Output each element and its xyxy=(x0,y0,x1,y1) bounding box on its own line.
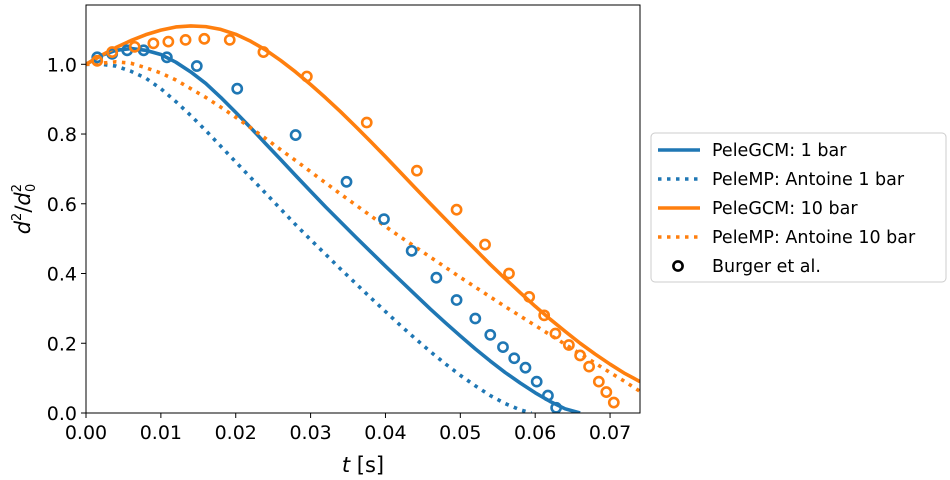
data-point xyxy=(450,294,463,306)
axes-frame xyxy=(85,4,641,414)
series-line-pelegcm-1-bar xyxy=(86,46,581,413)
data-point xyxy=(523,290,536,303)
legend-item-pelemp-antoine-1-bar: PeleMP: Antoine 1 bar xyxy=(658,170,905,190)
y-tick-label: 0.4 xyxy=(47,264,77,286)
x-axis-label-italic: t xyxy=(342,453,351,477)
series-burger-et-al-4 xyxy=(91,44,563,413)
x-axis-label: t [s] xyxy=(342,453,384,477)
y-label-sub2: 0 xyxy=(24,184,39,192)
data-point xyxy=(257,46,270,58)
legend-item-pelegcm-10-bar: PeleGCM: 10 bar xyxy=(658,199,858,219)
x-tick-label: 0.00 xyxy=(65,422,107,444)
data-point xyxy=(340,175,353,188)
series-burger-et-al-5 xyxy=(91,32,620,409)
data-point xyxy=(231,82,244,95)
data-point xyxy=(411,164,423,177)
data-point xyxy=(128,40,141,53)
data-point xyxy=(484,328,497,341)
data-point xyxy=(562,339,575,351)
x-axis: 0.00 0.01 0.02 0.03 0.04 0.05 0.06 0.07 xyxy=(65,413,631,444)
data-point xyxy=(550,401,563,413)
data-point xyxy=(607,396,620,409)
y-tick-label: 0.0 xyxy=(47,403,77,425)
data-point xyxy=(223,33,236,46)
y-tick-label: 1.0 xyxy=(47,54,77,76)
x-tick-label: 0.04 xyxy=(364,422,406,444)
data-point xyxy=(583,360,595,373)
data-point xyxy=(530,375,543,388)
data-point xyxy=(574,349,587,362)
data-point xyxy=(378,213,390,226)
data-point xyxy=(497,341,509,353)
legend-item-pelemp-antoine-10-bar: PeleMP: Antoine 10 bar xyxy=(658,228,916,248)
y-tick-label: 0.6 xyxy=(47,194,77,216)
data-point xyxy=(542,389,554,402)
data-point xyxy=(592,375,605,388)
data-point xyxy=(479,238,491,251)
data-point xyxy=(147,37,160,50)
legend-item-burger-et-al: Burger et al. xyxy=(672,257,821,277)
legend-swatch xyxy=(672,260,684,272)
legend-label: PeleMP: Antoine 10 bar xyxy=(712,228,916,248)
x-tick-label: 0.06 xyxy=(514,422,556,444)
series-layer xyxy=(86,24,640,413)
data-point xyxy=(289,129,302,141)
data-point xyxy=(469,312,482,325)
x-tick-label: 0.05 xyxy=(439,422,481,444)
legend-label: PeleGCM: 1 bar xyxy=(712,141,847,161)
y-tick-label: 0.2 xyxy=(47,333,77,355)
data-point xyxy=(503,267,515,280)
y-axis: 0.0 0.2 0.4 0.6 0.8 1.0 xyxy=(47,54,86,425)
x-axis-label-rest: [s] xyxy=(350,453,384,477)
legend-item-pelegcm-1-bar: PeleGCM: 1 bar xyxy=(658,141,847,161)
x-tick-label: 0.02 xyxy=(215,422,257,444)
data-point xyxy=(106,46,119,58)
data-point xyxy=(91,54,104,67)
data-point xyxy=(508,352,521,365)
data-point xyxy=(519,361,532,374)
legend-label: PeleMP: Antoine 1 bar xyxy=(712,170,905,190)
y-label-base2: d xyxy=(11,192,35,206)
data-point xyxy=(179,33,192,46)
legend-label: Burger et al. xyxy=(712,257,821,277)
data-point xyxy=(198,32,211,45)
x-tick-label: 0.07 xyxy=(589,422,631,444)
data-point xyxy=(430,271,443,284)
x-tick-label: 0.03 xyxy=(289,422,331,444)
y-label-sup2: 2 xyxy=(10,184,25,192)
legend-label: PeleGCM: 10 bar xyxy=(712,199,858,219)
data-point xyxy=(162,35,175,48)
data-point xyxy=(538,309,551,322)
data-point xyxy=(450,203,463,216)
series-line-pelemp-antoine-1-bar xyxy=(86,62,532,413)
series-line-pelemp-antoine-10-bar xyxy=(86,60,640,393)
y-tick-label: 0.8 xyxy=(47,124,77,146)
data-point xyxy=(300,70,313,83)
data-point xyxy=(190,60,203,72)
legend-box xyxy=(650,132,947,283)
data-point xyxy=(600,386,613,398)
y-label-sup: 2 xyxy=(10,213,25,221)
y-label-base: d xyxy=(11,220,35,234)
data-point xyxy=(405,244,418,257)
y-axis-label: d2/d20 xyxy=(10,184,39,235)
data-point xyxy=(549,327,562,340)
legend: PeleGCM: 1 bar PeleMP: Antoine 1 bar PeleG… xyxy=(650,132,947,283)
y-label-slash: / xyxy=(11,205,35,213)
x-tick-label: 0.01 xyxy=(140,422,182,444)
data-point xyxy=(160,51,173,64)
data-point xyxy=(360,116,373,129)
